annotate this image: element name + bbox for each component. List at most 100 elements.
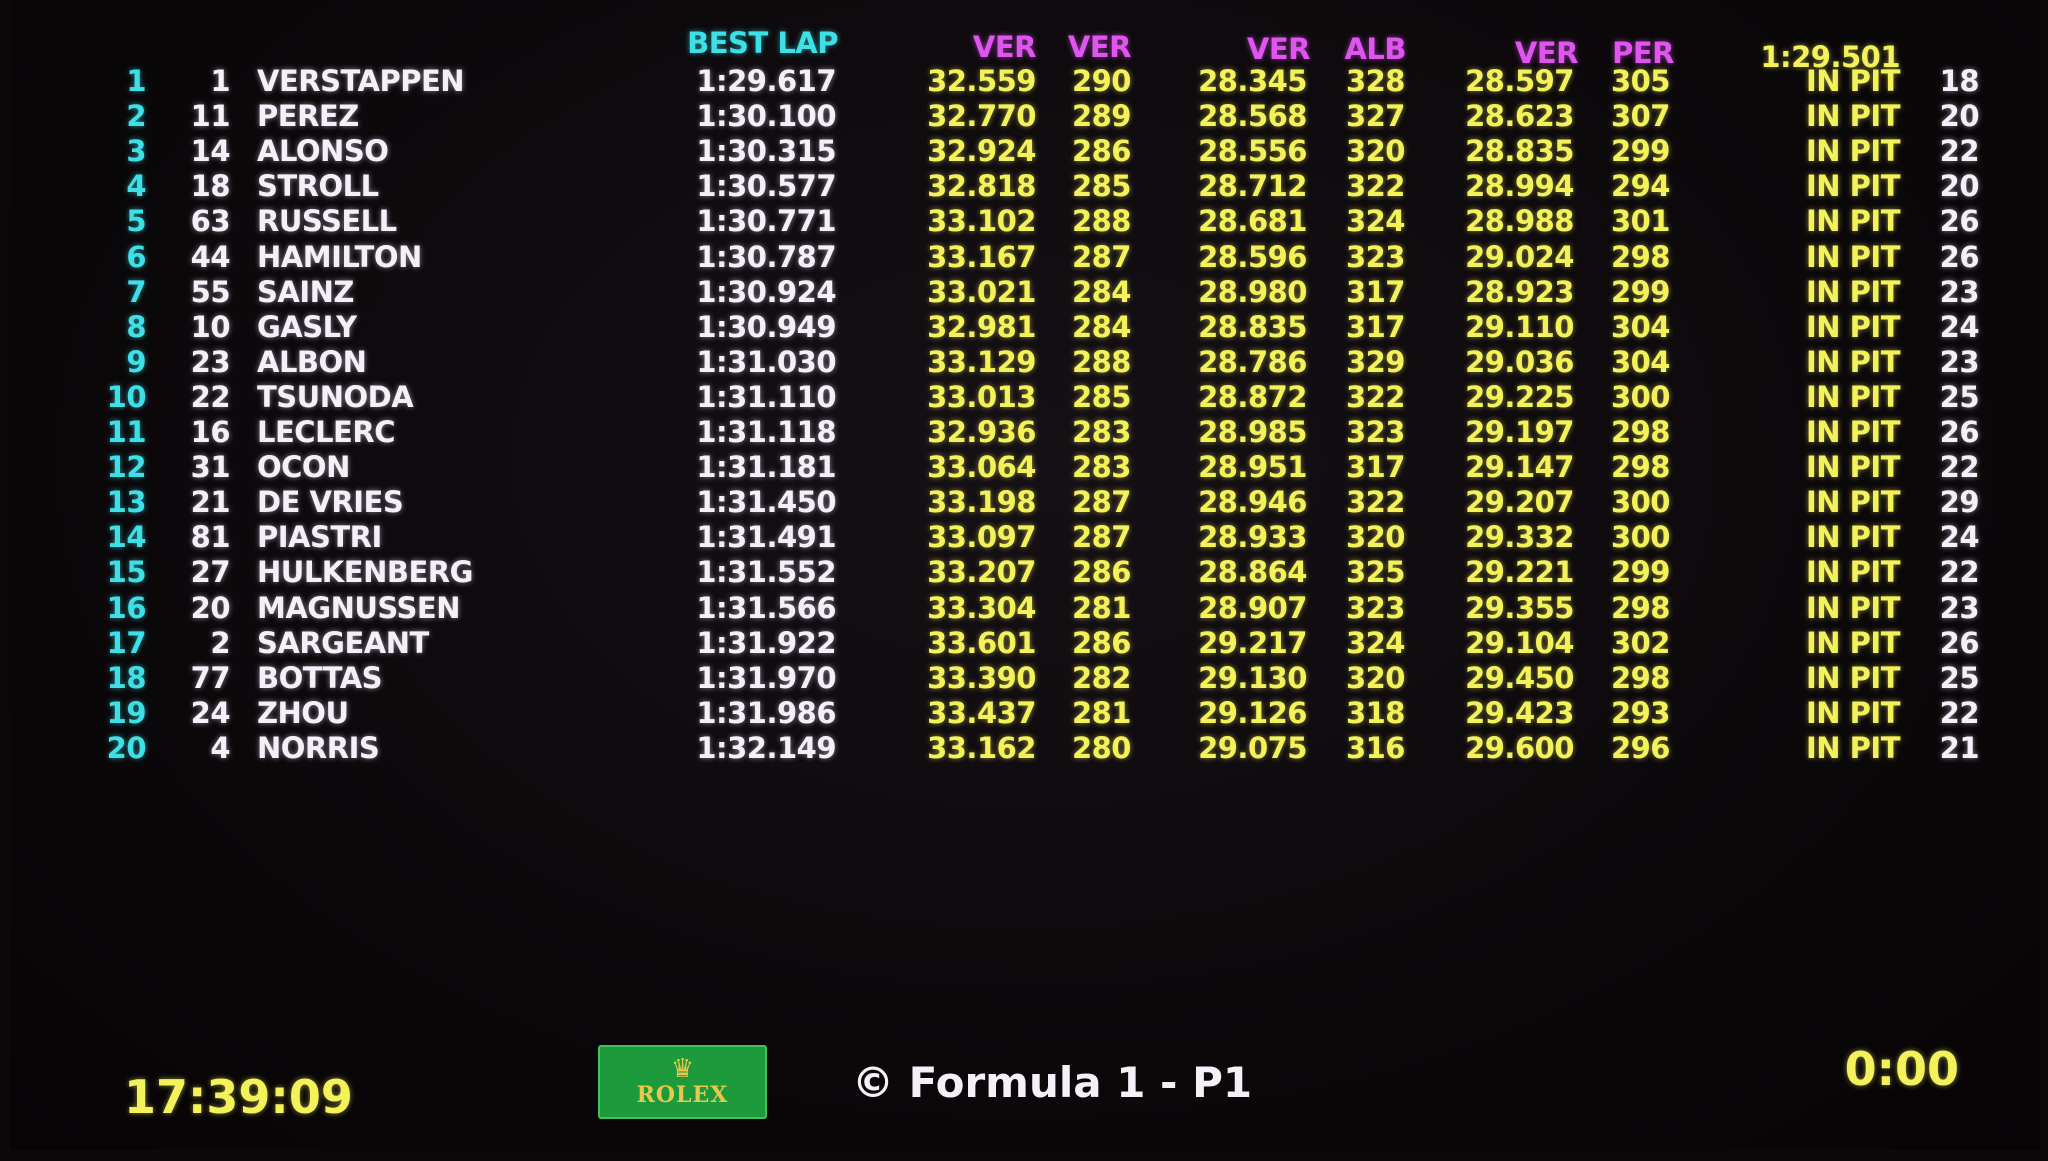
driver-name: RUSSELL bbox=[257, 204, 397, 239]
speed2: 325 bbox=[1345, 555, 1406, 590]
speed1: 290 bbox=[1071, 64, 1132, 98]
car-number: 20 bbox=[190, 590, 231, 625]
sector1-time: 33.102 bbox=[927, 204, 1036, 239]
table-row: 6 44 HAMILTON 1:30.787 33.167 287 28.596 323 29.… bbox=[0, 240, 2048, 275]
lap-count: 22 bbox=[1939, 555, 1980, 590]
pit-status: IN PIT bbox=[1806, 134, 1900, 169]
best-lap: 1:30.787 bbox=[696, 239, 836, 274]
car-number: 81 bbox=[190, 520, 231, 555]
best-lap: 1:31.986 bbox=[696, 695, 836, 730]
speed1: 285 bbox=[1071, 169, 1132, 204]
position: 6 bbox=[126, 239, 146, 274]
sector3-time: 29.600 bbox=[1465, 730, 1574, 765]
car-number: 77 bbox=[190, 660, 231, 695]
car-number: 10 bbox=[190, 309, 231, 344]
pit-status: IN PIT bbox=[1806, 204, 1900, 239]
speed1: 289 bbox=[1071, 99, 1132, 134]
car-number: 14 bbox=[190, 134, 231, 169]
best-lap: 1:30.924 bbox=[696, 274, 836, 309]
speed1: 288 bbox=[1071, 204, 1132, 239]
speed2: 320 bbox=[1345, 660, 1406, 695]
sector2-time: 29.075 bbox=[1198, 730, 1307, 765]
sector2-time: 29.217 bbox=[1198, 625, 1307, 660]
car-number: 55 bbox=[190, 274, 231, 309]
best-lap: 1:30.771 bbox=[696, 204, 836, 239]
lap-count: 25 bbox=[1939, 660, 1980, 695]
lap-count: 24 bbox=[1939, 309, 1980, 344]
speed1: 287 bbox=[1071, 485, 1132, 520]
sector3-time: 29.110 bbox=[1465, 309, 1574, 344]
car-number: 31 bbox=[190, 450, 231, 485]
speed3-best-driver: PER bbox=[1612, 36, 1674, 70]
speed3: 298 bbox=[1610, 660, 1671, 695]
driver-name: LECLERC bbox=[257, 415, 395, 449]
pit-status: IN PIT bbox=[1806, 485, 1900, 520]
best-lap: 1:31.970 bbox=[696, 660, 836, 695]
driver-name: STROLL bbox=[257, 169, 379, 204]
lap-count: 20 bbox=[1939, 169, 1980, 204]
speed2: 324 bbox=[1345, 625, 1406, 660]
best-lap: 1:30.315 bbox=[696, 134, 836, 169]
sector2-time: 28.712 bbox=[1198, 169, 1307, 204]
speed3: 300 bbox=[1610, 520, 1671, 555]
speed3: 300 bbox=[1610, 485, 1671, 520]
speed2: 320 bbox=[1345, 134, 1406, 169]
table-row: 14 81 PIASTRI 1:31.491 33.097 287 28.933 320 29.… bbox=[0, 520, 2048, 555]
lap-count: 23 bbox=[1939, 274, 1980, 309]
sector2-time: 28.835 bbox=[1198, 309, 1307, 344]
sector1-time: 33.390 bbox=[927, 660, 1036, 695]
speed1: 283 bbox=[1071, 415, 1132, 449]
driver-name: ZHOU bbox=[257, 695, 349, 730]
sector1-time: 32.936 bbox=[927, 415, 1036, 449]
session-title: © Formula 1 - P1 bbox=[852, 1058, 1253, 1107]
best-lap: 1:30.949 bbox=[696, 309, 836, 344]
table-row: 8 10 GASLY 1:30.949 32.981 284 28.835 317 29.110… bbox=[0, 310, 2048, 345]
ideal-lap-time: 1:29.501 bbox=[1760, 40, 1900, 74]
car-number: 22 bbox=[190, 379, 231, 414]
pit-status: IN PIT bbox=[1806, 99, 1900, 134]
speed2: 322 bbox=[1345, 485, 1406, 520]
speed3: 294 bbox=[1610, 169, 1671, 204]
speed3: 307 bbox=[1610, 99, 1671, 134]
lap-count: 22 bbox=[1939, 450, 1980, 485]
speed3: 299 bbox=[1610, 134, 1671, 169]
best-lap: 1:31.030 bbox=[696, 344, 836, 379]
position: 7 bbox=[126, 274, 146, 309]
sector2-time: 28.933 bbox=[1198, 520, 1307, 555]
sector3-time: 29.207 bbox=[1465, 485, 1574, 520]
table-row: 1 1 VERSTAPPEN 1:29.617 32.559 290 28.345 328 28… bbox=[0, 64, 2048, 99]
car-number: 27 bbox=[190, 555, 231, 590]
sector2-time: 28.951 bbox=[1198, 450, 1307, 485]
sector1-time: 32.924 bbox=[927, 134, 1036, 169]
driver-name: SAINZ bbox=[257, 274, 354, 309]
sector3-time: 29.197 bbox=[1465, 415, 1574, 449]
position: 10 bbox=[106, 379, 147, 414]
table-row: 17 2 SARGEANT 1:31.922 33.601 286 29.217 324 29.… bbox=[0, 626, 2048, 661]
speed2: 323 bbox=[1345, 590, 1406, 625]
pit-status: IN PIT bbox=[1806, 415, 1900, 449]
speed3: 293 bbox=[1610, 695, 1671, 730]
driver-name: DE VRIES bbox=[257, 485, 404, 520]
best-lap-header: BEST LAP bbox=[687, 26, 838, 60]
lap-count: 23 bbox=[1939, 344, 1980, 379]
pit-status: IN PIT bbox=[1806, 169, 1900, 204]
speed1: 281 bbox=[1071, 695, 1132, 730]
sector1-time: 33.013 bbox=[927, 379, 1036, 414]
speed2: 317 bbox=[1345, 274, 1406, 309]
speed3: 298 bbox=[1610, 450, 1671, 485]
pit-status: IN PIT bbox=[1806, 309, 1900, 344]
speed3: 299 bbox=[1610, 274, 1671, 309]
position: 16 bbox=[106, 590, 147, 625]
timing-screen bbox=[10, 0, 2040, 1150]
best-lap: 1:31.450 bbox=[696, 485, 836, 520]
sector2-time: 28.985 bbox=[1198, 415, 1307, 449]
sector3-time: 29.036 bbox=[1465, 344, 1574, 379]
best-lap: 1:31.181 bbox=[696, 450, 836, 485]
driver-name: ALONSO bbox=[257, 134, 389, 169]
speed2: 322 bbox=[1345, 169, 1406, 204]
driver-name: SARGEANT bbox=[257, 625, 429, 660]
sector1-time: 33.167 bbox=[927, 239, 1036, 274]
speed3: 296 bbox=[1610, 730, 1671, 765]
sector2-time: 28.681 bbox=[1198, 204, 1307, 239]
lap-count: 26 bbox=[1939, 204, 1980, 239]
